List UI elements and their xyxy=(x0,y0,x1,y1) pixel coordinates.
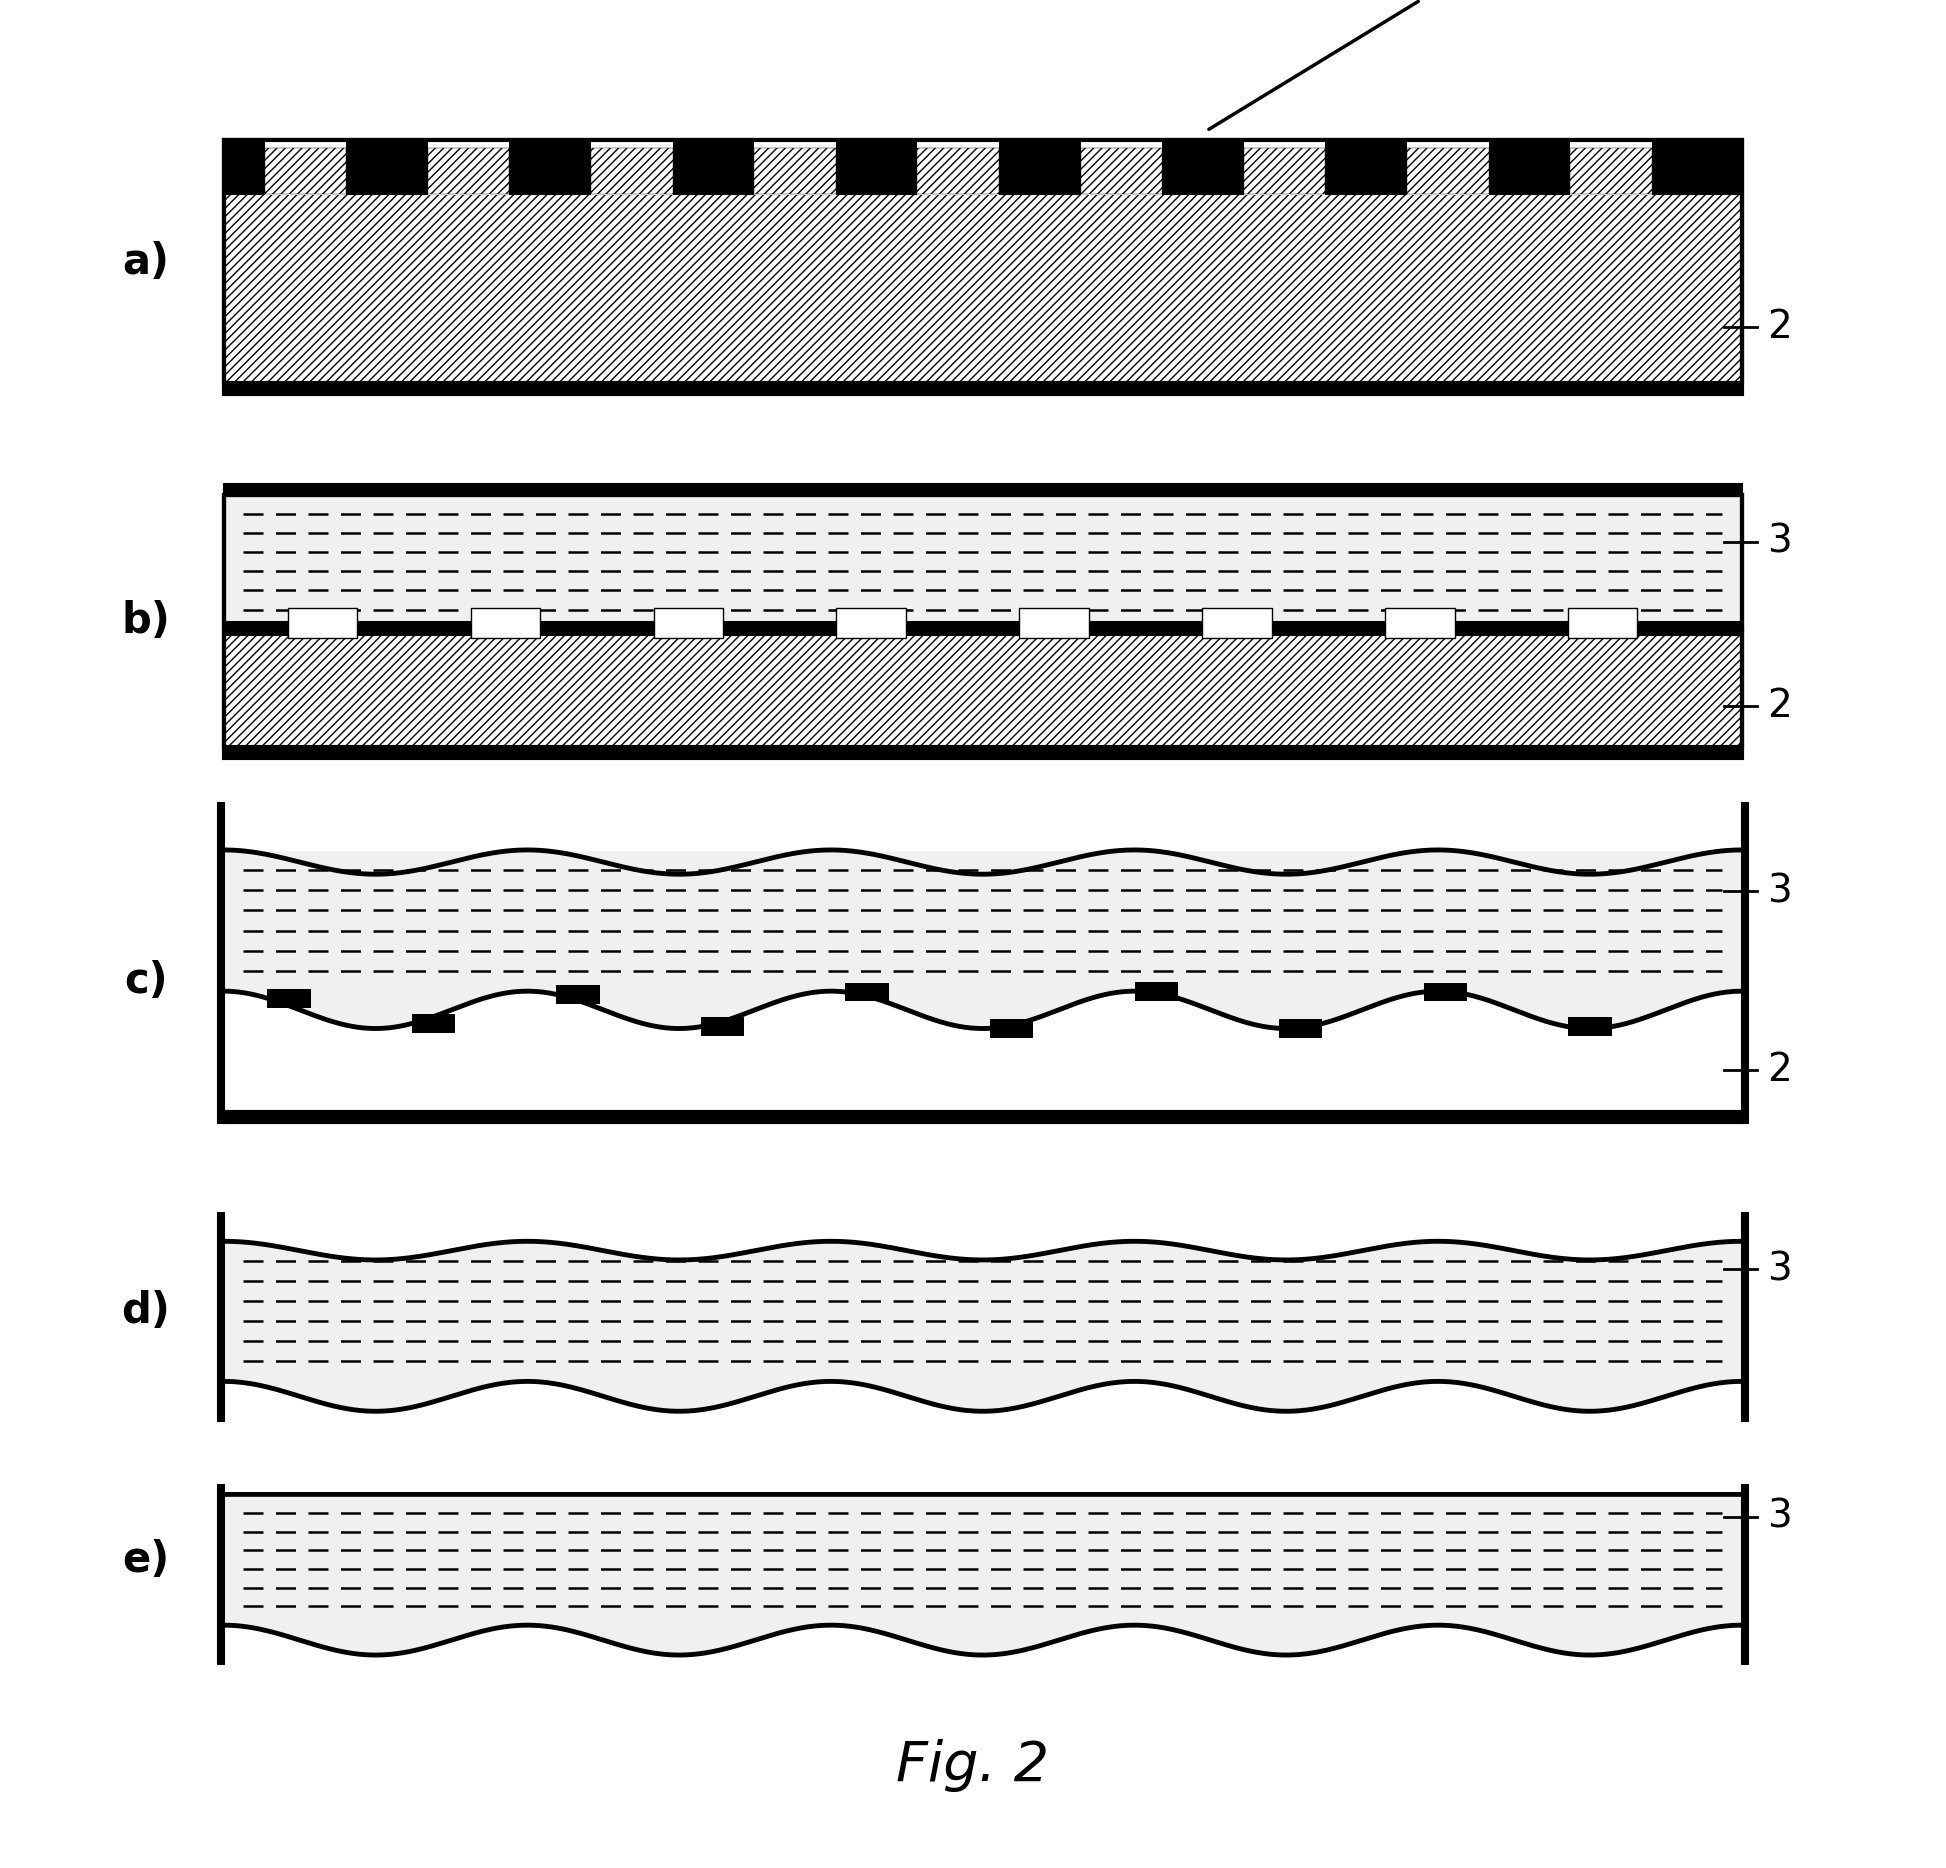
Bar xyxy=(1570,148,1652,194)
Bar xyxy=(224,140,1742,383)
Text: 3: 3 xyxy=(1767,523,1792,560)
Bar xyxy=(218,1214,224,1420)
Text: 3: 3 xyxy=(1767,1498,1792,1535)
Bar xyxy=(917,138,998,196)
Bar xyxy=(592,138,673,196)
Bar xyxy=(224,383,1742,394)
Bar xyxy=(428,138,510,196)
Bar xyxy=(1386,607,1454,637)
Text: 4: 4 xyxy=(1419,0,1442,4)
Bar xyxy=(224,747,1742,758)
Bar xyxy=(1020,607,1090,637)
Bar xyxy=(1407,138,1489,196)
Bar xyxy=(837,607,907,637)
Bar xyxy=(701,1018,743,1037)
Bar xyxy=(265,138,346,196)
Bar xyxy=(224,495,1742,758)
Bar xyxy=(224,140,1742,194)
Bar xyxy=(288,607,358,637)
Bar xyxy=(557,984,599,1003)
Text: b): b) xyxy=(121,600,171,643)
Bar xyxy=(1279,1018,1323,1037)
Bar xyxy=(1203,607,1271,637)
Bar xyxy=(1568,1018,1611,1037)
Bar xyxy=(1568,607,1637,637)
Bar xyxy=(224,622,1742,635)
Text: e): e) xyxy=(123,1539,169,1580)
Text: a): a) xyxy=(123,241,169,282)
Bar xyxy=(1742,1214,1748,1420)
Bar xyxy=(1424,983,1467,1001)
Bar xyxy=(224,630,1742,747)
Bar xyxy=(1080,138,1162,196)
Text: 2: 2 xyxy=(1767,687,1792,725)
Text: c): c) xyxy=(125,960,167,1001)
Bar xyxy=(218,1485,224,1664)
Bar xyxy=(224,484,1742,495)
Text: d): d) xyxy=(121,1291,171,1332)
Bar xyxy=(991,1018,1033,1037)
Bar xyxy=(1135,983,1177,1001)
Bar xyxy=(592,148,673,194)
Bar xyxy=(218,803,224,1123)
Bar xyxy=(224,992,1742,1111)
Text: 3: 3 xyxy=(1767,1250,1792,1289)
Bar xyxy=(1243,148,1325,194)
Text: 2: 2 xyxy=(1767,1052,1792,1089)
Text: Fig. 2: Fig. 2 xyxy=(897,1739,1049,1791)
Bar xyxy=(1080,148,1162,194)
Bar xyxy=(755,138,837,196)
Bar xyxy=(1407,148,1489,194)
Bar xyxy=(224,1111,1742,1123)
Text: 3: 3 xyxy=(1767,872,1792,910)
Bar xyxy=(224,495,1742,630)
Bar xyxy=(1742,1485,1748,1664)
Bar xyxy=(1570,138,1652,196)
Bar xyxy=(1243,138,1325,196)
Bar xyxy=(224,992,1742,1111)
Bar xyxy=(845,983,889,1001)
Bar xyxy=(1742,803,1748,1123)
Text: 2: 2 xyxy=(1767,308,1792,346)
Bar xyxy=(267,988,311,1007)
Bar xyxy=(265,148,346,194)
Bar xyxy=(471,607,541,637)
Bar xyxy=(755,148,837,194)
Bar xyxy=(654,607,724,637)
Bar xyxy=(224,1111,1742,1123)
Bar xyxy=(224,140,1742,394)
Bar xyxy=(413,1014,455,1033)
Bar xyxy=(428,148,510,194)
Bar xyxy=(917,148,998,194)
